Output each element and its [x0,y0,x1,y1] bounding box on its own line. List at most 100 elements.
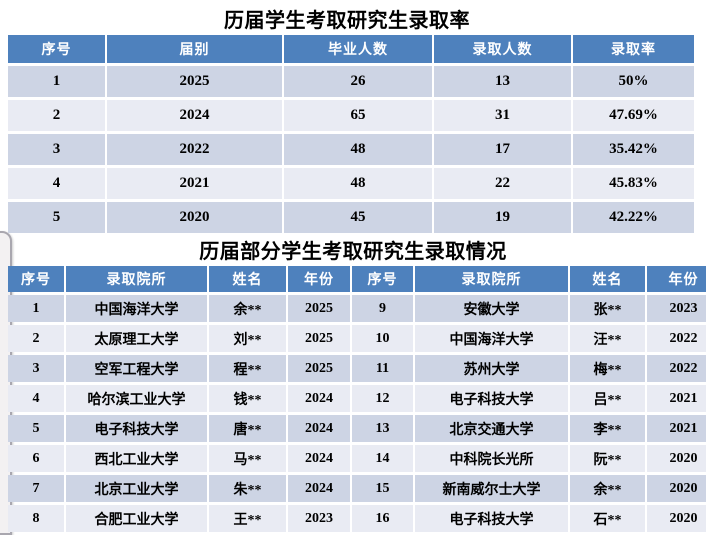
table-cell: 2024 [107,100,282,131]
table-cell: 2025 [107,66,282,97]
table-cell: 3 [8,355,64,382]
table-cell: 苏州大学 [415,355,568,382]
table-cell: 10 [352,325,413,352]
column-header-graduates: 毕业人数 [284,35,432,63]
table-cell: 47.69% [573,100,694,131]
table-cell: 17 [434,134,571,165]
table-row: 7 北京工业大学 朱** 2024 15 新南威尔士大学 余** 2020 [8,475,706,502]
table-cell: 13 [352,415,413,442]
table-row: 1 2025 26 13 50% [8,66,694,97]
table-cell: 电子科技大学 [415,385,568,412]
table-row: 2 2024 65 31 47.69% [8,100,694,131]
table-cell: 余** [570,475,645,502]
table-cell: 西北工业大学 [66,445,207,472]
table-cell: 空军工程大学 [66,355,207,382]
table-cell: 北京工业大学 [66,475,207,502]
table-cell: 2024 [288,385,350,412]
table-cell: 5 [8,202,105,233]
table-cell: 2022 [647,355,706,382]
table-cell: 北京交通大学 [415,415,568,442]
table-cell: 哈尔滨工业大学 [66,385,207,412]
table-cell: 中科院长光所 [415,445,568,472]
table-cell: 1 [8,66,105,97]
table-cell: 2023 [647,295,706,322]
table-cell: 42.22% [573,202,694,233]
admission-detail-table: 序号 录取院所 姓名 年份 序号 录取院所 姓名 年份 1 中国海洋大学 余** 20… [6,263,706,535]
table-row: 3 空军工程大学 程** 2025 11 苏州大学 梅** 2022 [8,355,706,382]
column-header-institution-right: 录取院所 [415,266,568,292]
table-cell: 2021 [647,385,706,412]
table-cell: 新南威尔士大学 [415,475,568,502]
table-cell: 22 [434,168,571,199]
table-cell: 2 [8,325,64,352]
table-row: 5 2020 45 19 42.22% [8,202,694,233]
table-cell: 2022 [107,134,282,165]
admission-rate-table-title: 历届学生考取研究生录取率 [224,10,470,32]
table-cell: 3 [8,134,105,165]
table-cell: 7 [8,475,64,502]
table-cell: 唐** [209,415,286,442]
table-cell: 2020 [647,505,706,532]
table-cell: 2021 [647,415,706,442]
table-row: 5 电子科技大学 唐** 2024 13 北京交通大学 李** 2021 [8,415,706,442]
table-cell: 2021 [107,168,282,199]
table-cell: 王** [209,505,286,532]
table-cell: 石** [570,505,645,532]
table-row: 6 西北工业大学 马** 2024 14 中科院长光所 阮** 2020 [8,445,706,472]
table-cell: 2025 [288,355,350,382]
column-header-year-left: 年份 [288,266,350,292]
admission-rate-table: 序号 届别 毕业人数 录取人数 录取率 1 2025 26 13 50% 2 2024 65 3… [6,32,696,236]
table-cell: 中国海洋大学 [415,325,568,352]
table-cell: 48 [284,168,432,199]
table-cell: 45 [284,202,432,233]
column-header-admitted: 录取人数 [434,35,571,63]
column-header-name-left: 姓名 [209,266,286,292]
table-cell: 11 [352,355,413,382]
column-header-year-right: 年份 [647,266,706,292]
table-cell: 2020 [647,445,706,472]
table-header-row: 序号 届别 毕业人数 录取人数 录取率 [8,35,694,63]
table-cell: 45.83% [573,168,694,199]
table-cell: 余** [209,295,286,322]
table-cell: 程** [209,355,286,382]
table-cell: 汪** [570,325,645,352]
table-cell: 48 [284,134,432,165]
table-row: 3 2022 48 17 35.42% [8,134,694,165]
table-cell: 14 [352,445,413,472]
table-cell: 钱** [209,385,286,412]
table-cell: 2025 [288,295,350,322]
table-cell: 4 [8,385,64,412]
column-header-admission-rate: 录取率 [573,35,694,63]
table-cell: 6 [8,445,64,472]
table-cell: 12 [352,385,413,412]
table-cell: 2020 [647,475,706,502]
column-header-class-year: 届别 [107,35,282,63]
table-cell: 13 [434,66,571,97]
table-cell: 1 [8,295,64,322]
table-cell: 2022 [647,325,706,352]
table-cell: 2020 [107,202,282,233]
table-cell: 安徽大学 [415,295,568,322]
column-header-name-right: 姓名 [570,266,645,292]
table-cell: 35.42% [573,134,694,165]
column-header-institution-left: 录取院所 [66,266,207,292]
table-cell: 马** [209,445,286,472]
table-row: 2 太原理工大学 刘** 2025 10 中国海洋大学 汪** 2022 [8,325,706,352]
column-header-index-right: 序号 [352,266,413,292]
table-cell: 合肥工业大学 [66,505,207,532]
table-header-row: 序号 录取院所 姓名 年份 序号 录取院所 姓名 年份 [8,266,706,292]
table-cell: 9 [352,295,413,322]
table-cell: 65 [284,100,432,131]
table-cell: 15 [352,475,413,502]
table-cell: 2024 [288,475,350,502]
column-header-index: 序号 [8,35,105,63]
table-cell: 电子科技大学 [66,415,207,442]
table-cell: 朱** [209,475,286,502]
table-cell: 2024 [288,415,350,442]
column-header-index-left: 序号 [8,266,64,292]
table-cell: 太原理工大学 [66,325,207,352]
table-cell: 5 [8,415,64,442]
table-cell: 31 [434,100,571,131]
table-cell: 梅** [570,355,645,382]
